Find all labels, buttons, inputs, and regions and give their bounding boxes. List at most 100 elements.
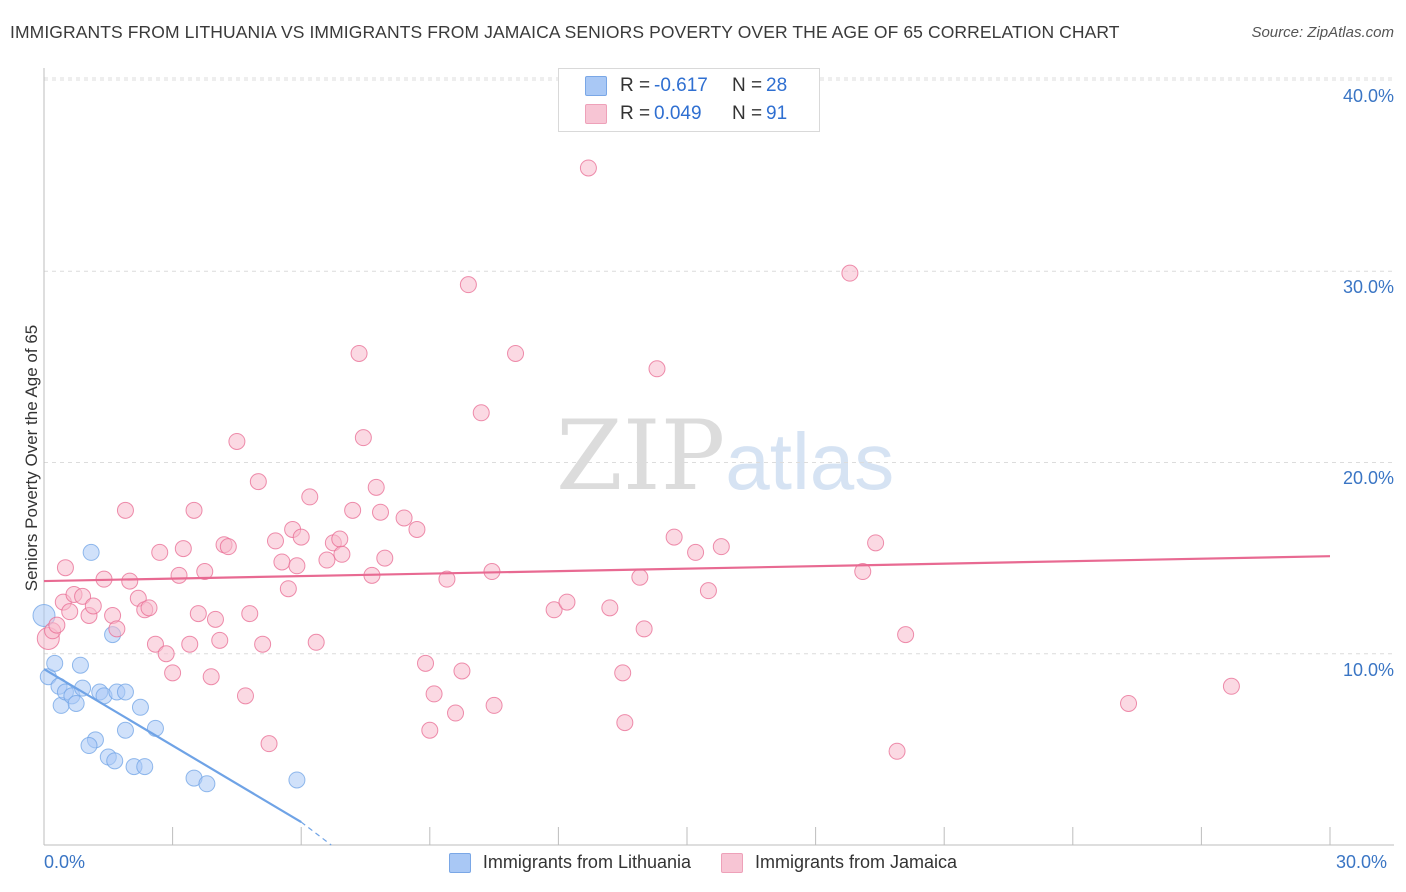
point-lithuania-19 [116,721,134,739]
series-label-lithuania: Immigrants from Lithuania [482,852,692,872]
point-jamaica-27 [196,563,214,581]
point-jamaica-61 [421,721,439,739]
point-jamaica-21 [164,664,182,682]
point-jamaica-22 [170,566,188,584]
point-jamaica-17 [140,599,158,617]
series-legend-lithuania: Immigrants from Lithuania [448,852,692,873]
point-jamaica-66 [459,276,477,294]
series-label-jamaica: Immigrants from Jamaica [755,852,958,872]
point-jamaica-38 [260,735,278,753]
point-lithuania-24 [146,719,164,737]
point-jamaica-4 [56,559,74,577]
point-lithuania-7 [67,694,85,712]
point-jamaica-70 [507,344,525,362]
point-jamaica-63 [438,570,456,588]
legend-r-label: R = [620,103,651,124]
point-jamaica-89 [1120,694,1138,712]
point-jamaica-78 [635,620,653,638]
legend-swatch-jamaica [585,104,607,124]
legend-r-label: R = [620,75,651,96]
y-tick-30: 30.0% [1342,277,1394,297]
point-lithuania-12 [80,737,98,755]
point-jamaica-24 [181,635,199,653]
point-jamaica-85 [854,563,872,581]
x-tick-max: 30.0% [1336,852,1388,872]
point-jamaica-33 [228,432,246,450]
point-jamaica-23 [174,540,192,558]
point-jamaica-37 [254,635,272,653]
point-lithuania-27 [288,771,306,789]
source-label: Source: ZipAtlas.com [1251,24,1394,41]
point-jamaica-75 [614,664,632,682]
point-jamaica-71 [545,601,563,619]
series-swatch-lithuania [448,852,471,873]
point-jamaica-77 [631,568,649,586]
point-jamaica-84 [841,264,859,282]
point-jamaica-62 [425,685,443,703]
point-jamaica-45 [301,488,319,506]
point-jamaica-67 [472,404,490,422]
legend-n-label: N = [732,103,763,124]
point-lithuania-10 [82,543,100,561]
point-jamaica-7 [74,587,92,605]
point-jamaica-32 [219,538,237,556]
point-jamaica-46 [307,633,325,651]
point-jamaica-60 [417,654,435,672]
point-jamaica-50 [333,545,351,563]
legend-row-jamaica: R = 0.049 N = 91 [585,101,787,127]
point-jamaica-19 [151,543,169,561]
point-lithuania-2 [46,654,64,672]
point-jamaica-57 [376,549,394,567]
point-jamaica-35 [241,605,259,623]
point-jamaica-18 [146,635,164,653]
point-jamaica-74 [601,599,619,617]
point-jamaica-81 [687,543,705,561]
legend-r-value: 0.049 [654,103,702,124]
point-jamaica-58 [395,509,413,527]
y-tick-20: 20.0% [1342,468,1394,488]
y-axis-label: Seniors Poverty Over the Age of 65 [22,324,41,592]
y-tick-40: 40.0% [1342,86,1394,106]
series-swatch-jamaica [721,852,744,873]
point-jamaica-79 [648,360,666,378]
point-lithuania-26 [198,775,216,793]
point-jamaica-49 [331,530,349,548]
point-jamaica-76 [616,714,634,732]
point-jamaica-82 [699,582,717,600]
point-jamaica-51 [344,501,362,519]
point-jamaica-53 [354,429,372,447]
watermark-atlas: atlas [725,417,895,506]
point-jamaica-86 [867,534,885,552]
point-jamaica-9 [84,597,102,615]
point-jamaica-44 [292,528,310,546]
point-lithuania-8 [71,656,89,674]
point-jamaica-40 [273,553,291,571]
legend-row-lithuania: R = -0.617 N = 28 [585,73,787,99]
point-jamaica-29 [206,610,224,628]
trendline-lithuania [43,668,302,823]
point-jamaica-52 [350,344,368,362]
point-jamaica-34 [236,687,254,705]
point-jamaica-2 [48,616,66,634]
point-jamaica-39 [266,532,284,550]
point-jamaica-5 [61,603,79,621]
point-jamaica-55 [367,478,385,496]
point-jamaica-90 [1222,677,1240,695]
series-legend-jamaica: Immigrants from Jamaica [721,852,957,873]
point-jamaica-41 [279,580,297,598]
point-jamaica-43 [288,557,306,575]
point-jamaica-64 [447,704,465,722]
watermark-zip: ZIP [556,400,726,512]
point-jamaica-25 [185,501,203,519]
legend-n-label: N = [732,75,763,96]
point-jamaica-69 [485,696,503,714]
point-jamaica-87 [888,742,906,760]
legend-n-value: 28 [766,75,788,96]
point-jamaica-83 [712,538,730,556]
point-jamaica-47 [318,551,336,569]
legend-swatch-lithuania [585,76,607,96]
point-jamaica-80 [665,528,683,546]
y-tick-10: 10.0% [1342,660,1394,680]
legend-r-value: -0.617 [654,75,708,96]
